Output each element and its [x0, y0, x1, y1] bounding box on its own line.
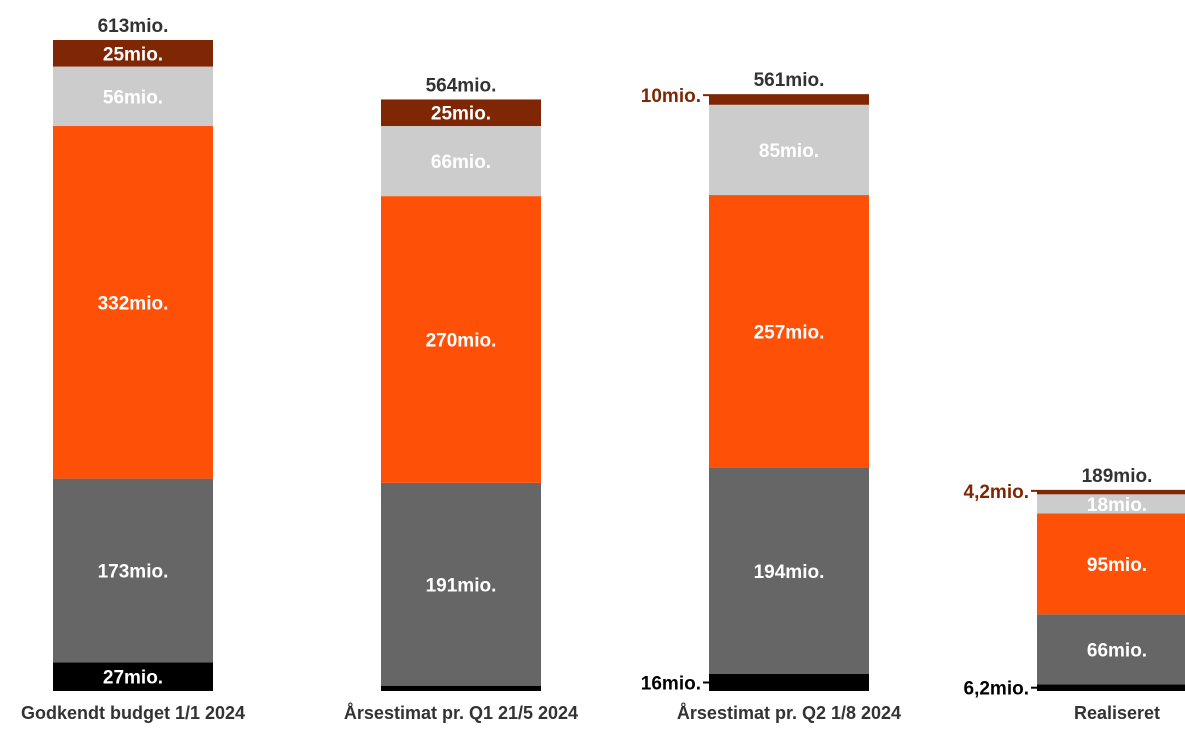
bar-group-0: 27mio. 173mio. 332mio. 56mio. 25mio. 613mio. G…: [21, 16, 245, 723]
bar-segment-4: [381, 99, 541, 127]
data-label: 95mio.: [1087, 555, 1147, 576]
data-label: 257mio.: [754, 323, 825, 344]
category-label: Godkendt budget 1/1 2024: [21, 703, 245, 723]
data-label: 18mio.: [1087, 495, 1147, 516]
data-label: 270mio.: [426, 330, 497, 351]
total-label: 561mio.: [754, 70, 825, 91]
data-label: 25mio.: [431, 104, 491, 125]
total-label: 564mio.: [426, 75, 497, 96]
bar-segment-4: [1037, 489, 1185, 495]
bar-segment-0: [1037, 684, 1185, 691]
data-label: 25mio.: [103, 44, 163, 65]
data-label: 6,2mio.: [964, 679, 1029, 700]
total-label: 613mio.: [98, 16, 169, 37]
total-label: 189mio.: [1082, 466, 1153, 487]
bar-segment-1: [709, 467, 869, 675]
bar-segment-2: [709, 195, 869, 468]
bar-segment-1: [1037, 614, 1185, 685]
bar-segment-3: [709, 104, 869, 196]
bar-segment-0: [381, 685, 541, 691]
bar-segment-0: [709, 674, 869, 691]
data-label: 173mio.: [98, 561, 169, 582]
bar-group-3: 6,2mio. 66mio. 95mio. 18mio. 4,2mio. 189mio. R…: [964, 466, 1185, 723]
data-label: 332mio.: [98, 293, 169, 314]
bar-segment-4: [53, 40, 213, 67]
bar-segment-2: [53, 126, 213, 479]
bar-segment-3: [1037, 494, 1185, 514]
bar-segment-3: [53, 66, 213, 127]
bar-segment-2: [381, 196, 541, 483]
category-label: Realiseret: [1074, 703, 1160, 723]
data-label: 66mio.: [1087, 640, 1147, 661]
data-label: 56mio.: [103, 87, 163, 108]
bar-segment-0: [53, 662, 213, 691]
data-label: 194mio.: [754, 562, 825, 583]
bar-group-2: 16mio. 194mio. 257mio. 85mio. 10mio. 561mio. Å…: [641, 70, 901, 723]
data-label: 85mio.: [759, 141, 819, 162]
bar-segment-2: [1037, 513, 1185, 615]
bar-segment-1: [381, 482, 541, 686]
category-label: Årsestimat pr. Q2 1/8 2024: [677, 703, 901, 723]
data-label: 4,2mio.: [964, 482, 1029, 503]
category-label: Årsestimat pr. Q1 21/5 2024: [344, 703, 578, 723]
data-label: 191mio.: [426, 575, 497, 596]
bar-segment-3: [381, 126, 541, 197]
bar-group-1: 191mio. 270mio. 66mio. 25mio. 564mio. Årsesti…: [344, 75, 578, 723]
data-label: 66mio.: [431, 152, 491, 173]
data-label: 10mio.: [641, 86, 701, 107]
data-label: 16mio.: [641, 674, 701, 695]
data-label: 27mio.: [103, 668, 163, 689]
bar-segment-4: [709, 94, 869, 105]
bar-segment-1: [53, 478, 213, 663]
